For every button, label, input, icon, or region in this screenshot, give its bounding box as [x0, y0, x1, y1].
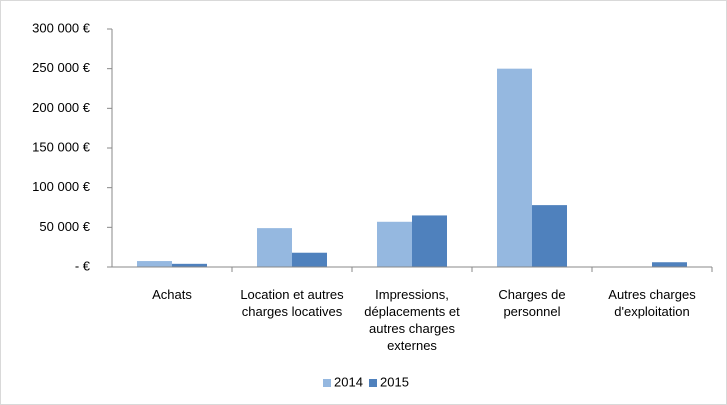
bar — [377, 221, 412, 267]
y-tick-label: 300 000 € — [32, 20, 91, 35]
bar — [292, 252, 327, 267]
x-tick-label: Impressions, déplacements et autres char… — [364, 287, 460, 353]
y-tick-label: 200 000 € — [32, 100, 91, 115]
legend-label: 2014 — [334, 374, 363, 389]
x-tick-label: Achats — [152, 287, 192, 302]
y-tick-label: - € — [75, 258, 91, 273]
y-tick-label: 250 000 € — [32, 60, 91, 75]
bar — [652, 262, 687, 267]
bar — [497, 68, 532, 268]
y-tick-label: 100 000 € — [32, 179, 91, 194]
legend-swatch — [323, 379, 331, 387]
bar — [172, 263, 207, 267]
x-tick-label: Location et autres charges locatives — [240, 287, 344, 319]
bar — [257, 228, 292, 267]
bar — [412, 215, 447, 267]
bar — [532, 205, 567, 267]
x-tick-label: Autres charges d'exploitation — [608, 287, 696, 319]
y-tick-label: 50 000 € — [39, 219, 90, 234]
x-tick-label: Charges de personnel — [498, 287, 566, 319]
bar — [137, 261, 172, 267]
legend-label: 2015 — [380, 374, 409, 389]
y-tick-label: 150 000 € — [32, 139, 91, 154]
legend-swatch — [369, 379, 377, 387]
